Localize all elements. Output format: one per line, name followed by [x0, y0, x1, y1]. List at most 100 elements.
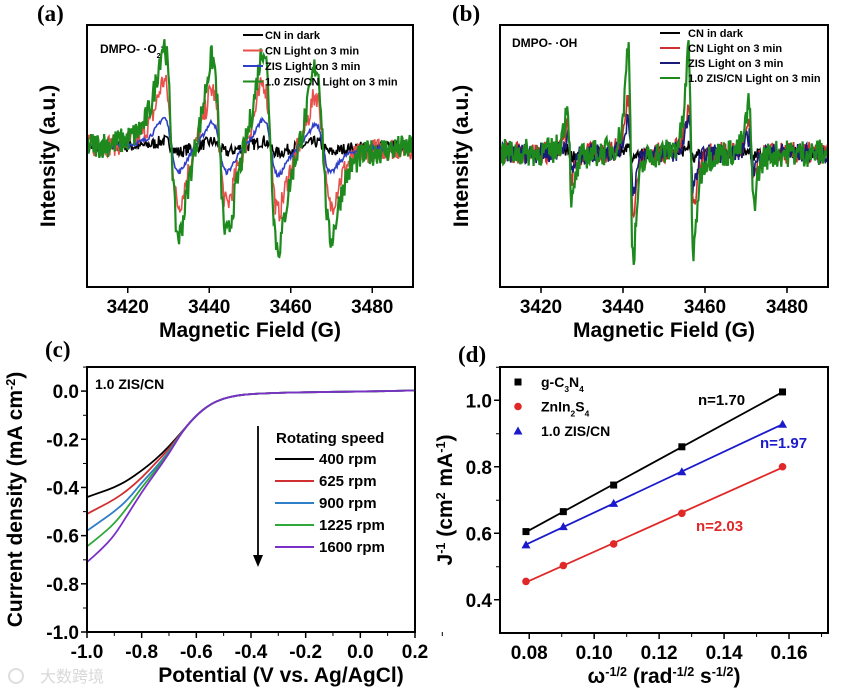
x-axis-label-part: -1/2: [673, 665, 695, 679]
x-tick-label: 3420: [107, 297, 149, 318]
square-marker: [514, 378, 522, 386]
x-axis-label-part: ω: [588, 665, 606, 688]
x-axis-label-part: -1/2: [712, 665, 734, 679]
legend-label: 400 rpm: [319, 451, 377, 468]
plot-frame: [499, 24, 829, 288]
circle-marker: [559, 561, 568, 570]
legend-title: Rotating speed: [276, 430, 384, 447]
circle-marker: [678, 509, 686, 518]
y-tick-label: -0.4: [46, 478, 79, 499]
spin-adduct-label-part: 2: [157, 51, 161, 60]
spin-adduct-label-part: -: [161, 42, 164, 51]
x-tick-label: -0.8: [125, 642, 158, 663]
square-marker: [678, 443, 686, 451]
circle-marker: [514, 402, 522, 411]
esr-panel-b: [498, 40, 830, 265]
x-tick-label: -1.0: [71, 642, 104, 663]
triangle-marker: [521, 540, 531, 549]
x-tick-label: 3460: [270, 297, 312, 318]
triangle-marker: [513, 426, 523, 435]
legend-label: ZnIn2S4: [541, 399, 590, 419]
legend-label: 1.0 ZIS/CN Light on 3 min: [265, 77, 398, 89]
y-axis-label-part: -1: [434, 442, 448, 453]
fit-line: [525, 423, 783, 546]
y-axis-label-part: Intensity (a.u.): [37, 85, 60, 227]
esr-panel-a: [85, 39, 415, 259]
y-tick-label: -1.0: [46, 623, 79, 644]
x-axis-label-part: (rad: [627, 665, 673, 688]
y-tick-label: 0.8: [466, 458, 492, 479]
arrow-down-icon: [253, 555, 263, 567]
series-square: [522, 388, 787, 536]
y-axis-label-part: -1: [434, 543, 448, 554]
plot-frame: [86, 24, 414, 288]
slope-label: n=1.97: [760, 435, 807, 452]
y-axis-label-part: (cm: [434, 499, 457, 542]
watermark-logo-icon: [8, 668, 24, 684]
y-axis-label-part: Intensity (a.u.): [450, 85, 473, 227]
fit-line: [525, 391, 783, 533]
x-axis-label-part: Magnetic Field (G): [573, 319, 755, 342]
triangle-marker: [609, 498, 619, 507]
spin-adduct-label-part: DMPO- ·O: [100, 42, 157, 56]
series-circle: [522, 462, 787, 586]
y-tick-label: -0.8: [46, 575, 79, 596]
y-axis-label-part: Current density (mA cm: [4, 390, 27, 627]
circle-marker: [522, 577, 530, 586]
panel-label: (c): [45, 337, 71, 362]
y-axis-label-part: -2: [4, 379, 18, 390]
x-tick-label: 0.16: [771, 643, 808, 664]
x-axis-label: Magnetic Field (G): [573, 319, 755, 342]
y-tick-label: 0.6: [466, 524, 492, 545]
legend-label: CN Light on 3 min: [265, 46, 359, 58]
legend-label-part: g-C: [541, 374, 564, 390]
legend-label: 900 rpm: [319, 495, 377, 512]
circle-marker: [609, 540, 618, 548]
triangle-marker: [677, 467, 687, 476]
legend-label: ZIS Light on 3 min: [688, 58, 784, 70]
legend-label-part: 3: [564, 384, 569, 394]
y-tick-label: 0.0: [53, 382, 79, 403]
y-axis-label-part: J: [434, 554, 457, 566]
panel-label: (d): [458, 342, 486, 367]
spin-adduct-label-part: DMPO- ·OH: [512, 36, 577, 50]
x-tick-label: -0.2: [289, 642, 322, 663]
y-axis-label: J-1 (cm2 mA-1): [434, 435, 457, 566]
x-axis-label-part: Potential (V vs. Ag/AgCl): [158, 664, 403, 687]
x-tick-label: 3480: [351, 297, 393, 318]
legend-label: 1.0 ZIS/CN Light on 3 min: [688, 73, 821, 85]
x-tick-label: 3480: [766, 297, 808, 318]
legend-label-part: S: [575, 399, 584, 415]
x-tick-label: -0.4: [235, 642, 268, 663]
x-axis-label-part: ): [733, 665, 740, 688]
legend-label: CN Light on 3 min: [688, 43, 782, 55]
square-marker: [522, 528, 530, 536]
x-axis-label-part: -1/2: [605, 665, 627, 679]
y-axis-label-part: mA: [434, 453, 457, 493]
legend-label: CN in dark: [265, 30, 321, 42]
triangle-marker: [558, 522, 568, 531]
x-tick-label: 0.12: [641, 643, 678, 664]
legend-label-part: 2: [571, 409, 576, 419]
fit-line: [525, 466, 783, 584]
x-tick-label: 3440: [602, 297, 644, 318]
x-axis-label: ω-1/2 (rad-1/2 s-1/2): [588, 665, 741, 688]
spin-adduct-label: DMPO- ·O2-: [100, 42, 164, 60]
x-axis-label-part: Magnetic Field (G): [159, 319, 341, 342]
legend-label-part: 4: [579, 384, 584, 394]
legend-label: g-C3N4: [541, 374, 584, 394]
series-triangle: [521, 419, 788, 549]
square-marker: [779, 388, 787, 396]
x-axis-label-part: s: [694, 665, 712, 688]
legend-label-part: N: [569, 374, 579, 390]
y-axis-label-part: ): [434, 435, 457, 442]
series-line-3: [498, 40, 830, 265]
legend-label-part: 1.0 ZIS/CN: [541, 423, 610, 439]
panel-label: (a): [37, 1, 64, 26]
triangle-marker: [778, 419, 788, 428]
x-tick-label: 3460: [684, 297, 726, 318]
x-axis-label: Magnetic Field (G): [159, 319, 341, 342]
x-tick-label: 0.10: [576, 643, 613, 664]
x-tick-label: 0.08: [511, 643, 548, 664]
legend-label-part: 4: [585, 409, 590, 419]
